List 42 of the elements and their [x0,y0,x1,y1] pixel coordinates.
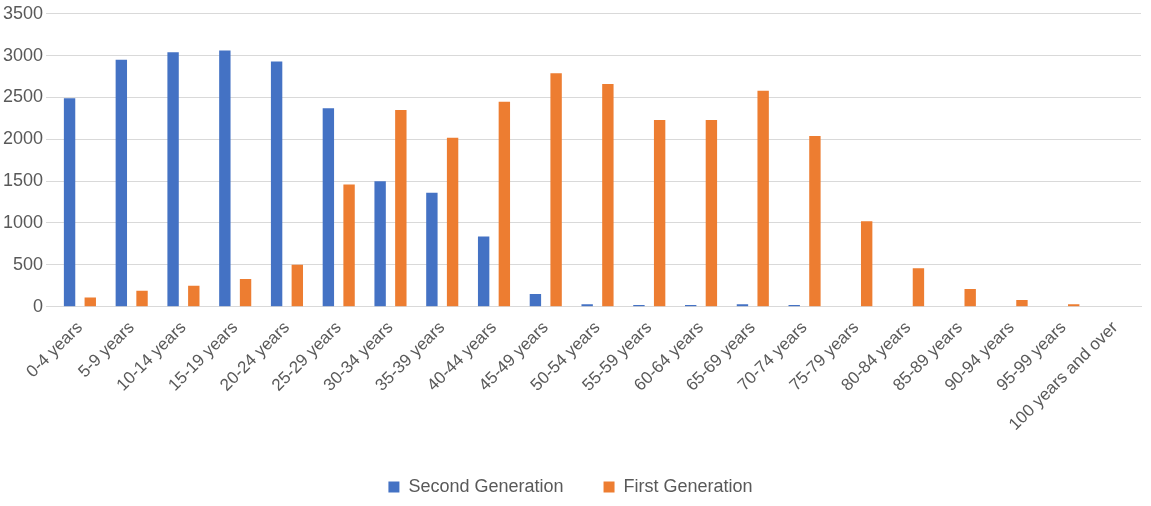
bar [239,279,252,307]
bar [84,297,96,307]
bar [964,289,976,307]
legend-label: First Generation [623,475,753,496]
bar [167,52,179,307]
bar [809,135,821,307]
bar [395,110,407,307]
bar [550,73,562,307]
y-tick-label: 500 [13,253,44,274]
y-tick-label: 0 [33,295,44,316]
bar [446,137,459,307]
y-tick-label: 1000 [3,211,44,232]
bar [757,90,769,307]
bar [860,221,873,307]
bar [705,120,718,307]
bar [653,120,666,307]
bar [912,268,925,307]
bar [581,304,593,307]
bar [498,101,511,307]
bar [270,61,283,307]
bar [374,181,386,307]
y-tick-label: 3500 [3,2,44,23]
bar [736,304,749,307]
y-tick-label: 2000 [3,128,44,149]
bar [602,84,614,307]
bar [529,294,542,307]
y-tick-label: 1500 [3,170,44,191]
bar [343,184,355,307]
bar [188,285,200,307]
y-tick-label: 3000 [3,44,44,65]
bar [219,50,231,307]
bar [322,108,335,307]
bar [1068,304,1080,307]
legend-label: Second Generation [408,475,564,496]
bar [426,192,438,307]
bar [1016,299,1028,307]
bar [115,59,128,307]
bar [136,290,148,307]
bar [291,264,304,307]
y-tick-label: 2500 [3,86,44,107]
bar [63,98,76,307]
bar [477,236,490,307]
